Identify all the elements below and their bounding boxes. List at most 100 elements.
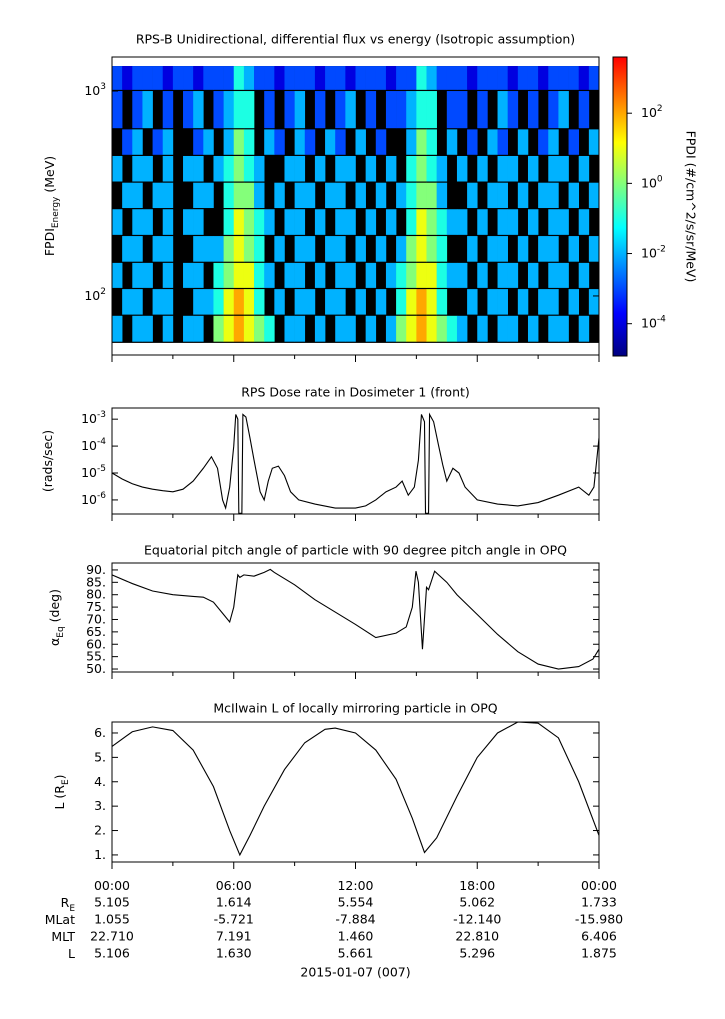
heatmap-cell	[426, 66, 437, 90]
heatmap-cell	[183, 262, 194, 288]
heatmap-cell	[243, 315, 255, 342]
y-axis-label-sub: Eq	[56, 626, 66, 637]
heatmap-cell	[487, 66, 498, 90]
heatmap-cell	[314, 66, 326, 90]
heatmap-cell	[436, 182, 448, 209]
heatmap-cell	[477, 91, 488, 129]
heatmap-cell	[223, 262, 235, 288]
panel-title: McIlwain L of locally mirroring particle…	[213, 701, 497, 716]
ephemeris-value: 5.106	[94, 946, 130, 961]
heatmap-cell	[538, 289, 549, 315]
heatmap-cell	[416, 182, 427, 209]
heatmap-cell	[416, 66, 427, 90]
heatmap-cell	[548, 129, 559, 155]
heatmap-cell	[385, 66, 397, 90]
y-tick-label-base: 75.	[86, 599, 106, 614]
heatmap-cell	[335, 155, 346, 182]
heatmap-cell	[193, 262, 204, 288]
heatmap-cell	[365, 155, 377, 182]
x-tick-label: 00:00	[581, 878, 617, 893]
ephemeris-value: 6.406	[581, 929, 617, 944]
y-axis-label: L (RE)	[52, 774, 71, 809]
heatmap-cell	[142, 209, 153, 235]
heatmap-cell	[416, 155, 427, 182]
x-tick-label-base: 18:00	[459, 878, 495, 893]
heatmap-cell	[588, 289, 599, 315]
heatmap-cell	[416, 262, 427, 288]
heatmap-cell	[396, 236, 407, 262]
heatmap-cell	[416, 91, 427, 129]
heatmap-cell	[497, 155, 508, 182]
ephemeris-value: 7.191	[216, 929, 252, 944]
heatmap-cell	[325, 289, 336, 315]
heatmap-cell	[426, 262, 437, 288]
heatmap-cell	[243, 155, 255, 182]
heatmap-cell	[365, 262, 377, 288]
ephemeris-value: 22.810	[455, 929, 499, 944]
y-tick-label: 103	[84, 82, 106, 98]
heatmap-cell	[548, 262, 559, 288]
y-axis-label-part: (MeV)	[42, 156, 57, 197]
colorbar-tick-label: 102	[641, 104, 663, 120]
heatmap-cell	[254, 209, 265, 235]
y-axis-label: αEq (deg)	[47, 589, 66, 646]
colorbar-tick-label-base: 10	[641, 315, 657, 330]
heatmap-cell	[558, 315, 569, 342]
heatmap-cell	[304, 289, 316, 315]
heatmap-cell	[517, 66, 529, 90]
heatmap-cell	[183, 315, 194, 342]
data-line	[112, 568, 599, 670]
heatmap-cell	[264, 66, 275, 90]
heatmap-cell	[162, 315, 174, 342]
heatmap-cell	[335, 262, 346, 288]
panel-title: RPS Dose rate in Dosimeter 1 (front)	[241, 385, 470, 400]
heatmap-cell	[436, 66, 448, 90]
ephemeris-row-label-part: MLat	[45, 912, 75, 927]
heatmap-cell	[517, 289, 529, 315]
heatmap-cell	[568, 289, 580, 315]
heatmap-cell	[487, 129, 498, 155]
y-tick-label: 90.	[86, 561, 106, 576]
heatmap-cell	[294, 155, 306, 182]
heatmap-cell	[314, 315, 326, 342]
heatmap-cell	[284, 315, 295, 342]
heatmap-cell	[152, 182, 164, 209]
heatmap-cell	[294, 262, 306, 288]
plot-area	[112, 568, 599, 670]
ephemeris-row-label-part: R	[61, 895, 70, 910]
heatmap-cell	[527, 315, 539, 342]
heatmap-cell	[132, 289, 143, 315]
colorbar-tick-label-base: 10	[641, 175, 657, 190]
ephemeris-value: 1.630	[216, 946, 252, 961]
y-tick-label-base: 1.	[94, 846, 106, 861]
heatmap-cell	[568, 66, 580, 90]
x-tick-label-base: 00:00	[581, 878, 617, 893]
heatmap-cell	[284, 209, 295, 235]
y-tick-label: 10-3	[81, 410, 106, 426]
heatmap-cell	[162, 182, 174, 209]
heatmap-cell	[456, 315, 468, 342]
heatmap-cell	[578, 91, 590, 129]
heatmap-cell	[183, 66, 194, 90]
plot-frame	[111, 562, 600, 673]
heatmap-cell	[274, 129, 285, 155]
date-label: 2015-01-07 (007)	[300, 965, 410, 980]
x-tick-label: 06:00	[216, 878, 252, 893]
heatmap-cell	[274, 236, 285, 262]
heatmap-cell	[213, 236, 224, 262]
heatmap-cell	[538, 236, 549, 262]
y-tick-label-base: 90.	[86, 561, 106, 576]
heatmap-cell	[213, 66, 224, 90]
heatmap-cell	[254, 66, 265, 90]
y-tick-label: 5.	[94, 749, 106, 764]
y-tick-label-exp: 3	[100, 82, 106, 92]
y-axis-label-part: α	[47, 638, 62, 646]
heatmap-cell	[385, 155, 397, 182]
heatmap-cell	[578, 262, 590, 288]
colorbar-tick-label: 10-2	[641, 244, 666, 260]
heatmap-cell	[223, 236, 235, 262]
y-tick-label-exp: -4	[97, 437, 106, 447]
heatmap-cell	[548, 236, 559, 262]
y-tick-label: 2.	[94, 822, 106, 837]
